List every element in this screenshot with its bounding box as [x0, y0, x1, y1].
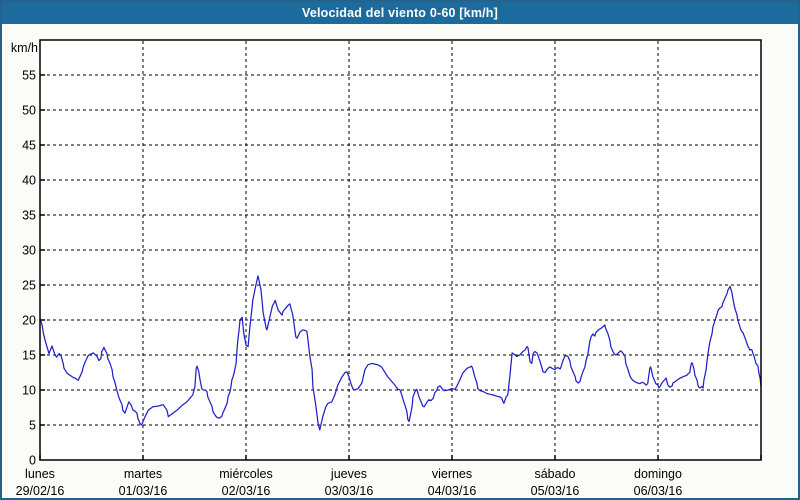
y-tick-label: 55: [22, 69, 36, 83]
x-date-label: 03/03/16: [325, 484, 374, 498]
x-day-label: sábado: [534, 467, 575, 481]
y-tick-label: 10: [22, 384, 36, 398]
x-date-label: 02/03/16: [222, 484, 271, 498]
x-date-label: 04/03/16: [428, 484, 477, 498]
y-tick-label: 45: [22, 139, 36, 153]
y-tick-label: 15: [22, 349, 36, 363]
y-tick-label: 20: [22, 314, 36, 328]
y-tick-label: 40: [22, 174, 36, 188]
wind-speed-line: [39, 275, 762, 431]
y-tick-label: 25: [22, 279, 36, 293]
y-tick-label: 30: [22, 244, 36, 258]
y-tick-label: 0: [29, 454, 36, 468]
x-day-label: lunes: [25, 467, 55, 481]
x-day-label: miércoles: [219, 467, 273, 481]
plot-border: [39, 39, 762, 461]
x-day-label: viernes: [432, 467, 472, 481]
x-date-label: 05/03/16: [531, 484, 580, 498]
chart-title: Velocidad del viento 0-60 [km/h]: [301, 6, 499, 20]
x-date-label: 06/03/16: [634, 484, 683, 498]
x-day-label: martes: [124, 467, 162, 481]
x-day-label: jueves: [330, 467, 367, 481]
x-date-label: 01/03/16: [119, 484, 168, 498]
chart-title-bar: Velocidad del viento 0-60 [km/h]: [2, 2, 798, 24]
y-tick-label: 35: [22, 209, 36, 223]
y-unit-label: km/h: [11, 41, 38, 55]
x-day-label: domingo: [634, 467, 682, 481]
y-tick-label: 5: [29, 419, 36, 433]
plot-area: [40, 40, 761, 460]
x-date-label: 29/02/16: [16, 484, 65, 498]
y-tick-label: 50: [22, 104, 36, 118]
